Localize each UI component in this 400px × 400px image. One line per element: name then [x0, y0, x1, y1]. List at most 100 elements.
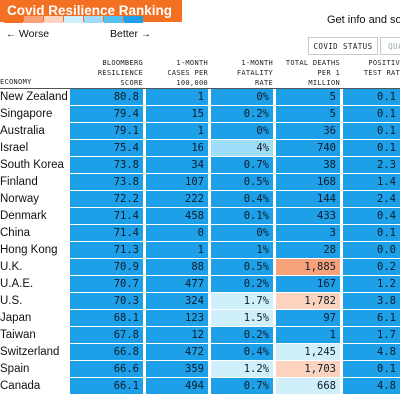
table-row[interactable]: Singapore 79.4 15 0.2% 5 0.1 — [0, 106, 400, 122]
cell-cases: 324 — [146, 293, 208, 309]
color-scale-segment — [4, 16, 23, 23]
cell-deaths: 1 — [276, 327, 340, 343]
cell-cases: 458 — [146, 208, 208, 224]
table-row[interactable]: New Zealand 80.8 1 0% 5 0.1 — [0, 89, 400, 105]
country-name: China — [0, 227, 31, 239]
cell-positive: 1.7 — [343, 327, 400, 343]
better-label: Better → — [110, 28, 151, 40]
cell-positive: 0.1 — [343, 225, 400, 241]
cell-fatality: 0.5% — [211, 259, 273, 275]
country-name: Spain — [0, 363, 30, 375]
header-deaths[interactable]: TOTAL DEATHS PER 1 MILLION — [285, 59, 340, 87]
cell-fatality: 1.5% — [211, 310, 273, 326]
cell-fatality: 0.2% — [211, 106, 273, 122]
tab-quality[interactable]: QUA — [380, 37, 400, 55]
table-row[interactable]: U.K. 70.9 88 0.5% 1,885 0.2 — [0, 259, 400, 275]
country-name: U.K. — [0, 261, 23, 273]
color-scale-segment — [124, 16, 143, 23]
table-row[interactable]: Spain 66.6 359 1.2% 1,703 0.1 — [0, 361, 400, 377]
cell-score: 67.8 — [70, 327, 143, 343]
header-fatality[interactable]: 1-MONTH FATALITY RATE — [236, 59, 273, 87]
cell-cases: 107 — [146, 174, 208, 190]
cell-positive: 0.2 — [343, 259, 400, 275]
column-headers: ECONOMY BLOOMBERG RESILIENCE SCORE 1-MON… — [0, 56, 400, 89]
cell-deaths: 740 — [276, 140, 340, 156]
cell-score: 71.4 — [70, 225, 143, 241]
cell-score: 70.3 — [70, 293, 143, 309]
country-name: Singapore — [0, 108, 53, 120]
cell-deaths: 28 — [276, 242, 340, 258]
arrow-right-icon: → — [140, 29, 151, 40]
header-economy[interactable]: ECONOMY — [0, 78, 32, 86]
cell-score: 71.4 — [70, 208, 143, 224]
cell-deaths: 1,782 — [276, 293, 340, 309]
cell-positive: 0.1 — [343, 361, 400, 377]
cell-fatality: 1% — [211, 242, 273, 258]
header-positive-rate[interactable]: POSITIV TEST RAT — [363, 59, 400, 77]
cell-cases: 15 — [146, 106, 208, 122]
table-row[interactable]: U.A.E. 70.7 477 0.2% 167 1.2 — [0, 276, 400, 292]
cell-positive: 0.0 — [343, 242, 400, 258]
table-row[interactable]: Finland 73.8 107 0.5% 168 1.4 — [0, 174, 400, 190]
cell-cases: 0 — [146, 225, 208, 241]
table-row[interactable]: South Korea 73.8 34 0.7% 38 2.3 — [0, 157, 400, 173]
header-resilience-score[interactable]: BLOOMBERG RESILIENCE SCORE — [97, 59, 143, 87]
cell-cases: 1 — [146, 123, 208, 139]
cell-deaths: 36 — [276, 123, 340, 139]
cell-cases: 16 — [146, 140, 208, 156]
cell-score: 79.1 — [70, 123, 143, 139]
cell-score: 73.8 — [70, 157, 143, 173]
cell-fatality: 0.4% — [211, 344, 273, 360]
cell-cases: 477 — [146, 276, 208, 292]
country-name: U.S. — [0, 295, 23, 307]
table-row[interactable]: Denmark 71.4 458 0.1% 433 0.4 — [0, 208, 400, 224]
cell-score: 66.8 — [70, 344, 143, 360]
cell-score: 66.1 — [70, 378, 143, 394]
table-row[interactable]: Israel 75.4 16 4% 740 0.1 — [0, 140, 400, 156]
cell-fatality: 1.7% — [211, 293, 273, 309]
table-row[interactable]: Norway 72.2 222 0.4% 144 2.4 — [0, 191, 400, 207]
table-row[interactable]: Hong Kong 71.3 1 1% 28 0.0 — [0, 242, 400, 258]
country-name: South Korea — [0, 159, 64, 171]
country-name: Israel — [0, 142, 29, 154]
cell-fatality: 0.2% — [211, 327, 273, 343]
table-row[interactable]: Switzerland 66.8 472 0.4% 1,245 4.8 — [0, 344, 400, 360]
cell-cases: 359 — [146, 361, 208, 377]
table-row[interactable]: Australia 79.1 1 0% 36 0.1 — [0, 123, 400, 139]
cell-positive: 0.1 — [343, 123, 400, 139]
cell-deaths: 97 — [276, 310, 340, 326]
cell-deaths: 1,245 — [276, 344, 340, 360]
cell-cases: 494 — [146, 378, 208, 394]
cell-cases: 1 — [146, 89, 208, 105]
cell-positive: 2.4 — [343, 191, 400, 207]
table-row[interactable]: Taiwan 67.8 12 0.2% 1 1.7 — [0, 327, 400, 343]
better-text: Better — [110, 28, 139, 40]
cell-cases: 12 — [146, 327, 208, 343]
cell-fatality: 0.5% — [211, 174, 273, 190]
cell-positive: 1.4 — [343, 174, 400, 190]
cell-deaths: 433 — [276, 208, 340, 224]
country-name: Japan — [0, 312, 32, 324]
country-name: Canada — [0, 380, 41, 392]
cell-deaths: 1,885 — [276, 259, 340, 275]
cell-deaths: 167 — [276, 276, 340, 292]
cell-cases: 88 — [146, 259, 208, 275]
table-row[interactable]: Canada 66.1 494 0.7% 668 4.8 — [0, 378, 400, 394]
cell-deaths: 5 — [276, 106, 340, 122]
tab-covid-status[interactable]: COVID STATUS — [308, 37, 378, 55]
sort-info-text: Get info and sort c — [327, 14, 400, 26]
cell-deaths: 144 — [276, 191, 340, 207]
cell-cases: 1 — [146, 242, 208, 258]
color-scale-segment — [24, 16, 43, 23]
color-scale-segment — [104, 16, 123, 23]
table-row[interactable]: Japan 68.1 123 1.5% 97 6.1 — [0, 310, 400, 326]
country-name: Norway — [0, 193, 39, 205]
worse-text: Worse — [18, 28, 50, 40]
table-row[interactable]: U.S. 70.3 324 1.7% 1,782 3.8 — [0, 293, 400, 309]
country-name: Australia — [0, 125, 45, 137]
cell-deaths: 38 — [276, 157, 340, 173]
header-cases[interactable]: 1-MONTH CASES PER 100,000 — [167, 59, 208, 87]
country-name: Hong Kong — [0, 244, 58, 256]
table-row[interactable]: China 71.4 0 0% 3 0.1 — [0, 225, 400, 241]
cell-deaths: 168 — [276, 174, 340, 190]
